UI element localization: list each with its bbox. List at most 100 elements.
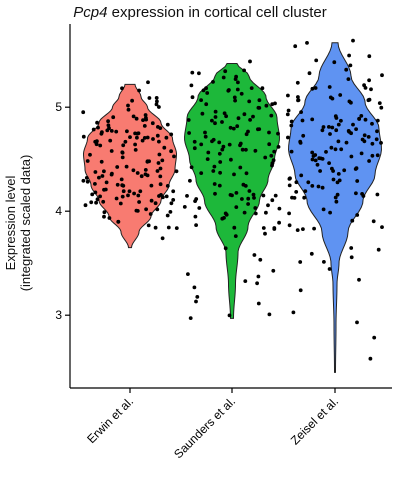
data-point (155, 169, 160, 173)
data-point (354, 127, 358, 131)
data-point (336, 172, 341, 176)
data-point (121, 143, 126, 148)
data-point (289, 123, 294, 128)
data-point (157, 139, 161, 144)
data-point (251, 192, 256, 197)
data-point (145, 173, 150, 178)
data-point (372, 335, 377, 340)
data-point (312, 226, 316, 231)
data-point (195, 295, 200, 299)
data-point (171, 189, 176, 194)
data-point (151, 137, 155, 141)
data-point (342, 168, 347, 173)
data-point (367, 97, 372, 102)
data-point (211, 80, 215, 84)
data-point (153, 201, 158, 206)
data-point (169, 201, 174, 206)
data-point (169, 132, 174, 137)
data-point (125, 129, 129, 134)
data-point (327, 125, 331, 129)
data-point (363, 86, 368, 90)
data-point (81, 110, 86, 115)
data-point (236, 116, 241, 121)
data-point (192, 146, 197, 151)
data-point (233, 234, 238, 239)
data-point (220, 120, 224, 124)
data-point (211, 169, 216, 173)
data-point (232, 172, 236, 177)
data-point (299, 173, 304, 178)
data-point (303, 189, 308, 194)
data-point (186, 118, 191, 122)
data-point (221, 144, 226, 149)
data-point (261, 226, 266, 230)
data-point (171, 198, 176, 202)
data-point (109, 172, 114, 177)
data-point (203, 130, 207, 135)
data-point (150, 121, 155, 126)
chart-title: Pcp4 expression in cortical cell cluster (0, 4, 400, 21)
data-point (309, 251, 314, 256)
data-point (359, 151, 364, 156)
data-point (126, 107, 131, 112)
data-point (143, 168, 148, 172)
data-point (238, 165, 243, 170)
data-point (310, 86, 315, 91)
data-point (220, 147, 225, 152)
data-point (334, 199, 339, 204)
data-point (157, 105, 161, 109)
data-point (248, 118, 253, 122)
data-point (134, 116, 139, 121)
data-point (256, 105, 261, 110)
data-point (156, 161, 161, 165)
data-point (84, 176, 89, 180)
data-point (192, 139, 197, 144)
data-point (349, 131, 353, 136)
data-point (306, 180, 311, 185)
data-point (127, 189, 132, 194)
data-point (266, 203, 270, 208)
data-point (144, 116, 148, 120)
data-point (370, 121, 374, 126)
data-point (370, 141, 375, 146)
data-point (287, 183, 292, 188)
data-point (296, 95, 300, 99)
data-point (310, 184, 315, 188)
data-point (155, 133, 160, 138)
data-point (169, 149, 174, 154)
data-point (346, 129, 351, 133)
data-point (291, 310, 296, 315)
data-point (89, 200, 94, 205)
data-point (107, 216, 112, 220)
data-point (182, 205, 187, 209)
data-point (328, 210, 332, 215)
data-point (85, 179, 90, 184)
data-point (299, 110, 303, 114)
x-tick-label: Zeisel et al. (288, 394, 341, 447)
data-point (201, 88, 206, 93)
data-point (154, 96, 159, 100)
data-point (320, 185, 325, 190)
violin-2 (184, 63, 280, 319)
data-point (269, 113, 274, 118)
data-point (189, 83, 194, 88)
data-point (376, 247, 381, 252)
data-point (95, 120, 99, 125)
data-point (354, 191, 358, 196)
data-point (357, 116, 361, 121)
data-point (221, 75, 226, 80)
data-point (116, 219, 121, 224)
data-point (223, 69, 228, 74)
data-point (218, 160, 223, 164)
y-tick-label: 3 (55, 308, 62, 322)
data-point (333, 147, 338, 152)
data-point (186, 272, 190, 276)
data-point (246, 202, 251, 206)
data-point (263, 231, 267, 236)
data-point (94, 200, 98, 205)
data-point (253, 211, 258, 216)
data-point (247, 99, 252, 104)
data-point (135, 171, 140, 175)
data-point (355, 179, 360, 183)
data-point (355, 213, 360, 217)
